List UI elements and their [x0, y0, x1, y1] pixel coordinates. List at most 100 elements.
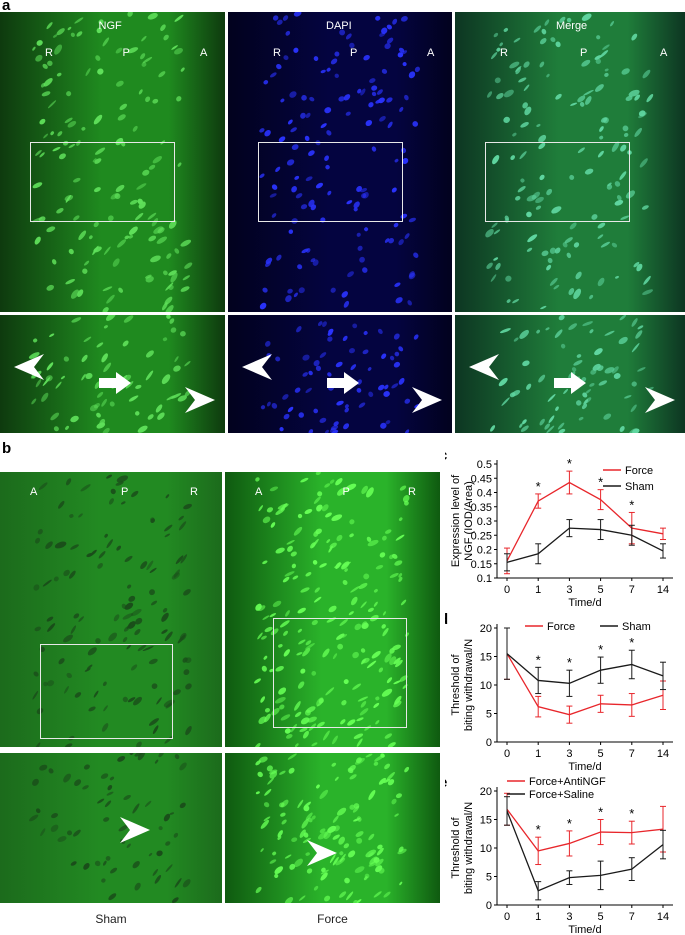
x-axis-label: Time/d: [568, 597, 601, 608]
panel-letter-b: b: [2, 440, 12, 457]
y-tick-label: 20: [480, 786, 492, 798]
panel-a-roi-box: [30, 142, 175, 222]
panel-a-zoom-ngf: [0, 315, 225, 433]
caption-force: Force: [317, 912, 348, 926]
y-axis-label: Expression level of: [450, 474, 462, 567]
y-axis-label: NGF (IOD/Area): [463, 481, 475, 560]
panel-b-label-a: A: [255, 486, 263, 498]
series-force: [504, 470, 666, 575]
panel-a-image-dapi: DAPI R P A: [228, 12, 452, 312]
x-tick-label: 5: [598, 911, 604, 923]
significance-star: *: [567, 456, 572, 471]
panel-letter-a: a: [2, 0, 11, 14]
panel-a-label-p: P: [580, 47, 588, 59]
panel-a-label-r: R: [45, 47, 53, 59]
y-tick-label: 0.15: [471, 559, 492, 571]
panel-letter-d: d: [445, 612, 448, 628]
y-tick-label: 10: [480, 680, 492, 692]
y-tick-label: 0.4: [477, 488, 492, 500]
arrow-icon: [327, 372, 359, 394]
arrowhead-icon: [120, 817, 150, 843]
series-force: [504, 627, 666, 724]
significance-star: *: [598, 642, 603, 657]
panel-b-label-r: R: [190, 486, 198, 498]
chart-c: c 0.1 0.15 0.2 0.25 0.3 0.35 0.4 0.45 0.5 0 1 3 5 7 14 T…: [445, 448, 673, 608]
panel-a-zoom-dapi: [228, 315, 452, 433]
panel-a-label-p: P: [350, 47, 358, 59]
x-tick-label: 3: [566, 748, 572, 760]
x-tick-label: 3: [566, 584, 572, 596]
y-tick-label: 10: [480, 843, 492, 855]
arrow-icon: [554, 372, 586, 394]
legend-label: Force+Saline: [529, 789, 594, 801]
y-axis-label: Threshold of: [450, 816, 462, 878]
significance-star: *: [536, 479, 541, 494]
legend-label: Sham: [622, 621, 651, 633]
y-tick-label: 5: [486, 872, 492, 884]
x-axis-label: Time/d: [568, 761, 601, 772]
arrowhead-icon: [242, 354, 272, 380]
x-tick-label: 1: [535, 911, 541, 923]
significance-star: *: [536, 822, 541, 837]
panel-b-roi-box: [273, 618, 407, 728]
panel-a-label-r: R: [273, 47, 281, 59]
panel-b-label-p: P: [342, 486, 350, 498]
panel-a-title-dapi: DAPI: [326, 20, 352, 32]
x-tick-label: 7: [629, 584, 635, 596]
panel-b-label-a: A: [30, 486, 38, 498]
legend-label: Sham: [625, 481, 654, 493]
y-axis-label: biting withdrawal/N: [463, 802, 475, 894]
x-tick-label: 5: [598, 584, 604, 596]
significance-star: *: [598, 805, 603, 820]
series-line: [506, 808, 664, 852]
y-axis-label: biting withdrawal/N: [463, 639, 475, 731]
y-tick-label: 0.25: [471, 530, 492, 542]
y-tick-label: 0.45: [471, 473, 492, 485]
y-tick-label: 0.35: [471, 502, 492, 514]
x-axis-label: Time/d: [568, 924, 601, 935]
y-tick-label: 0: [486, 737, 492, 749]
y-tick-label: 0.3: [477, 516, 492, 528]
panel-b-label-r: R: [408, 486, 416, 498]
series-line: [506, 527, 664, 563]
chart-d: d 0 5 10 15 20 0 1 3 5 7 14 Time/d Threshold ofbiting…: [445, 612, 673, 772]
arrowhead-icon: [469, 354, 499, 380]
x-tick-label: 5: [598, 748, 604, 760]
significance-star: *: [629, 806, 634, 821]
legend-label: Force: [547, 621, 575, 633]
x-tick-label: 14: [657, 748, 669, 760]
x-tick-label: 1: [535, 748, 541, 760]
arrowhead-icon: [412, 387, 442, 413]
x-tick-label: 0: [504, 748, 510, 760]
arrowhead-icon: [185, 387, 215, 413]
x-tick-label: 14: [657, 911, 669, 923]
y-tick-label: 15: [480, 652, 492, 664]
y-tick-label: 20: [480, 623, 492, 635]
y-tick-label: 5: [486, 709, 492, 721]
panel-a-image-merge: Merge R P A: [455, 12, 685, 312]
panel-b-zoom-sham: [0, 753, 222, 903]
panel-a-label-r: R: [500, 47, 508, 59]
panel-letter-c: c: [445, 448, 447, 464]
series-line: [506, 810, 664, 892]
panel-a-label-p: P: [122, 47, 130, 59]
significance-star: *: [598, 475, 603, 490]
series-force-saline: [504, 796, 666, 901]
x-tick-label: 0: [504, 911, 510, 923]
significance-star: *: [536, 652, 541, 667]
series-sham: [504, 627, 666, 697]
series-sham: [504, 519, 666, 572]
x-tick-label: 1: [535, 584, 541, 596]
arrowhead-icon: [645, 387, 675, 413]
arrowhead-icon: [14, 354, 44, 380]
y-tick-label: 0.5: [477, 459, 492, 471]
panel-a-label-a: A: [660, 47, 668, 59]
x-tick-label: 7: [629, 748, 635, 760]
panel-a-image-ngf: NGF R P A: [0, 12, 225, 312]
y-tick-label: 0: [486, 900, 492, 912]
panel-b-roi-box: [40, 644, 173, 739]
x-tick-label: 7: [629, 911, 635, 923]
chart-e: e 0 5 10 15 20 0 1 3 5 7 14 Time/d Threshold ofbiting…: [445, 775, 673, 935]
